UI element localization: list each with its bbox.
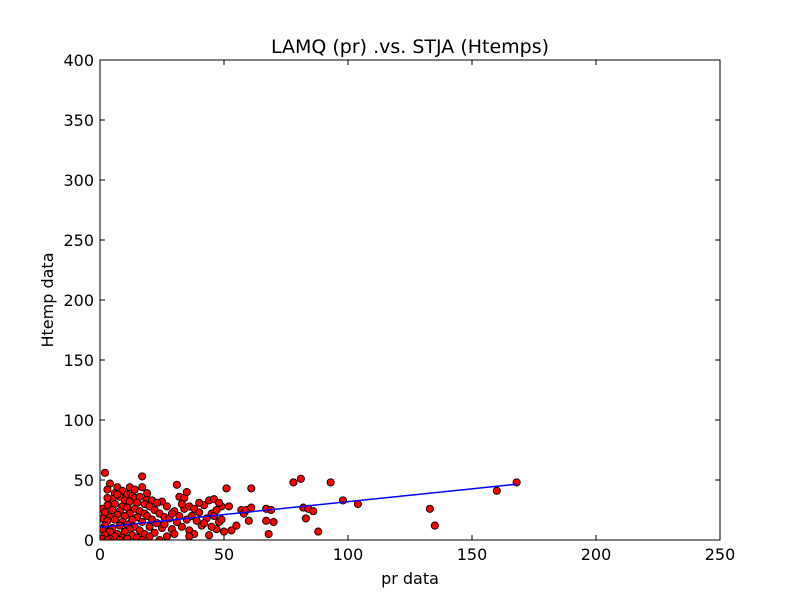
scatter-point: [143, 489, 152, 498]
scatter-point: [185, 532, 194, 540]
scatter-point: [232, 521, 241, 530]
scatter-point: [247, 503, 256, 512]
scatter-point: [162, 532, 172, 540]
scatter-point: [172, 480, 181, 489]
scatter-point: [207, 522, 216, 531]
scatter-point: [289, 478, 298, 487]
scatter-point: [244, 516, 253, 525]
scatter-point: [264, 529, 273, 539]
x-tick-label: 50: [214, 545, 234, 564]
scatter-point: [145, 532, 154, 540]
scatter-point: [167, 509, 176, 518]
scatter-point: [130, 485, 139, 494]
scatter-point: [145, 522, 154, 531]
scatter-point: [115, 535, 124, 540]
regression-line-group: [100, 483, 517, 529]
scatter-point: [138, 472, 147, 481]
x-axis-title: pr data: [381, 569, 439, 588]
scatter-point: [247, 484, 256, 493]
y-tick-label: 200: [63, 291, 94, 310]
x-tick-label: 200: [581, 545, 612, 564]
scatter-point: [262, 516, 271, 525]
scatter-point: [309, 507, 318, 516]
scatter-point: [177, 499, 186, 509]
scatter-point: [222, 484, 231, 493]
scatter-point: [170, 529, 179, 539]
y-tick-label: 0: [84, 531, 94, 550]
scatter-point: [425, 504, 434, 513]
scatter-point: [205, 531, 214, 540]
scatter-point: [128, 515, 137, 524]
scatter-point: [103, 493, 112, 503]
scatter-point: [155, 535, 164, 540]
scatter-point: [162, 502, 172, 511]
scatter-point: [269, 517, 278, 527]
scatter-point: [224, 502, 234, 511]
x-tick-label: 100: [333, 545, 364, 564]
y-tick-label: 350: [63, 111, 94, 130]
scatter-point: [219, 527, 229, 536]
y-tick-label: 300: [63, 171, 94, 190]
y-tick-labels: 0 50 100 150 200 250 300 350 400: [63, 51, 94, 550]
scatter-point: [100, 468, 110, 477]
scatter-point: [212, 505, 221, 515]
regression-line: [100, 483, 517, 529]
x-tick-label: 150: [457, 545, 488, 564]
scatter-point: [326, 478, 335, 487]
scatter-point: [138, 483, 147, 492]
scatter-point: [227, 526, 236, 535]
scatter-point: [138, 517, 147, 527]
scatter-point: [182, 487, 191, 497]
scatter-point: [177, 522, 186, 531]
scatter-point: [195, 508, 204, 517]
scatter-point: [103, 485, 112, 494]
scatter-point: [214, 498, 224, 507]
scatter-point: [138, 535, 147, 540]
scatter-point: [103, 535, 112, 540]
y-tick-label: 100: [63, 411, 94, 430]
scatter-point: [113, 490, 122, 499]
scatter-point: [200, 519, 209, 528]
scatter-point: [301, 514, 310, 523]
y-axis-title: Htemp data: [38, 252, 57, 347]
scatter-point: [160, 520, 169, 529]
scatter-point: [217, 515, 226, 524]
y-tick-label: 250: [63, 231, 94, 250]
y-tick-label: 400: [63, 51, 94, 70]
y-tick-label: 150: [63, 351, 94, 370]
scatter-point: [430, 521, 439, 530]
x-tick-labels: 0 50 100 150 200 250: [95, 545, 735, 564]
x-tick-label: 250: [705, 545, 736, 564]
scatter-point: [296, 474, 305, 483]
scatter-point: [110, 515, 119, 524]
scatter-point: [152, 498, 162, 507]
y-tick-label: 50: [74, 471, 94, 490]
scatter-point: [492, 486, 501, 495]
scatter-point: [195, 498, 204, 507]
axis-ticks: [99, 59, 721, 541]
chart-title: LAMQ (pr) .vs. STJA (Htemps): [271, 36, 549, 58]
scatter-point: [314, 527, 323, 536]
x-tick-label: 0: [95, 545, 105, 564]
